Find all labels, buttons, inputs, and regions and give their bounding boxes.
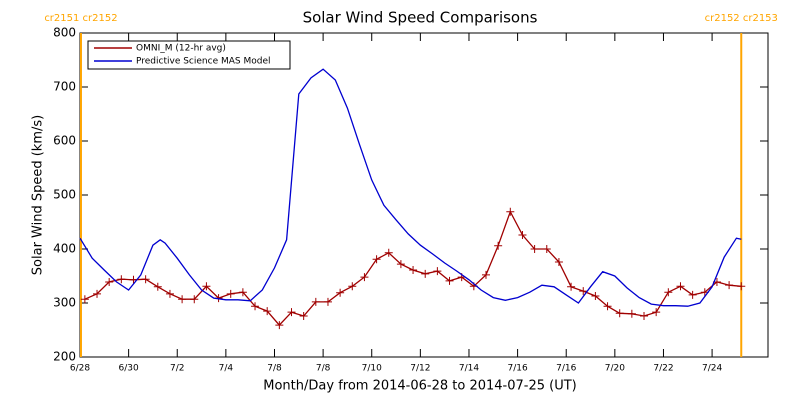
data-point: [117, 275, 126, 284]
data-point: [591, 291, 600, 300]
data-point: [178, 295, 187, 304]
data-point: [372, 255, 381, 264]
data-point: [676, 282, 685, 291]
data-point: [530, 245, 539, 253]
data-point: [238, 288, 247, 297]
data-point: [409, 266, 418, 275]
x-tick-label: 7/8: [316, 364, 331, 374]
data-point: [640, 311, 649, 320]
chart-title: Solar Wind Speed Comparisons: [303, 9, 538, 27]
x-axis-label: Month/Day from 2014-06-28 to 2014-07-25 …: [263, 379, 576, 394]
data-point: [190, 295, 199, 304]
legend-box: [87, 40, 291, 70]
y-tick-label: 300: [53, 296, 76, 310]
data-point: [518, 230, 527, 239]
series-line: [79, 68, 742, 307]
x-tick-label: 7/12: [410, 364, 430, 374]
data-point: [615, 309, 624, 318]
data-point: [567, 282, 576, 291]
data-point: [360, 273, 369, 282]
x-tick-label: 7/14: [459, 364, 479, 374]
x-tick-label: 7/22: [653, 364, 673, 374]
data-point: [664, 288, 673, 297]
x-tick-label: 7/16: [556, 364, 576, 374]
x-tick-label: 7/10: [362, 364, 382, 374]
y-tick-label: 800: [53, 26, 76, 40]
data-point: [481, 270, 490, 279]
carrington-label: cr2151 cr2152: [44, 13, 117, 24]
data-point: [445, 276, 454, 285]
data-point: [421, 269, 430, 278]
x-tick-label: 7/4: [219, 364, 234, 374]
y-tick-label: 200: [53, 350, 76, 364]
data-point: [627, 309, 636, 318]
x-tick-label: 7/20: [605, 364, 625, 374]
data-point: [226, 289, 235, 298]
data-point: [299, 311, 308, 320]
data-point: [153, 282, 162, 291]
data-point: [603, 302, 612, 311]
y-axis-label: Solar Wind Speed (km/s): [31, 115, 46, 275]
data-point: [202, 282, 211, 291]
data-point: [141, 275, 150, 284]
y-tick-label: 700: [53, 80, 76, 94]
data-point: [494, 241, 503, 250]
data-point: [311, 297, 320, 306]
data-point: [93, 289, 102, 298]
y-tick-label: 500: [53, 188, 76, 202]
x-tick-label: 7/24: [702, 364, 722, 374]
data-point: [579, 287, 588, 296]
data-point: [165, 289, 174, 298]
data-point: [263, 307, 272, 316]
x-tick-label: 7/8: [267, 364, 282, 374]
x-tick-label: 6/28: [70, 364, 90, 374]
data-point: [506, 207, 515, 216]
data-point: [336, 288, 345, 297]
data-point: [542, 245, 551, 253]
data-point: [433, 267, 442, 276]
y-tick-label: 400: [53, 242, 76, 256]
data-point: [275, 321, 284, 330]
data-point: [396, 260, 405, 269]
x-tick-label: 7/16: [507, 364, 527, 374]
data-point: [105, 277, 114, 286]
data-point: [688, 290, 697, 299]
data-point: [251, 302, 260, 311]
data-point: [80, 295, 89, 304]
data-point: [737, 282, 746, 291]
data-point: [348, 282, 357, 291]
data-point: [287, 308, 296, 317]
legend-label: OMNI_M (12-hr avg): [136, 44, 226, 54]
data-point: [384, 248, 393, 257]
legend-label: Predictive Science MAS Model: [136, 57, 271, 67]
data-point: [323, 297, 332, 306]
data-point: [554, 257, 563, 266]
data-point: [725, 281, 734, 290]
y-tick-label: 600: [53, 134, 76, 148]
carrington-label: cr2152 cr2153: [705, 13, 778, 24]
x-tick-label: 7/2: [170, 364, 184, 374]
x-tick-label: 6/30: [119, 364, 139, 374]
data-point: [652, 308, 661, 317]
